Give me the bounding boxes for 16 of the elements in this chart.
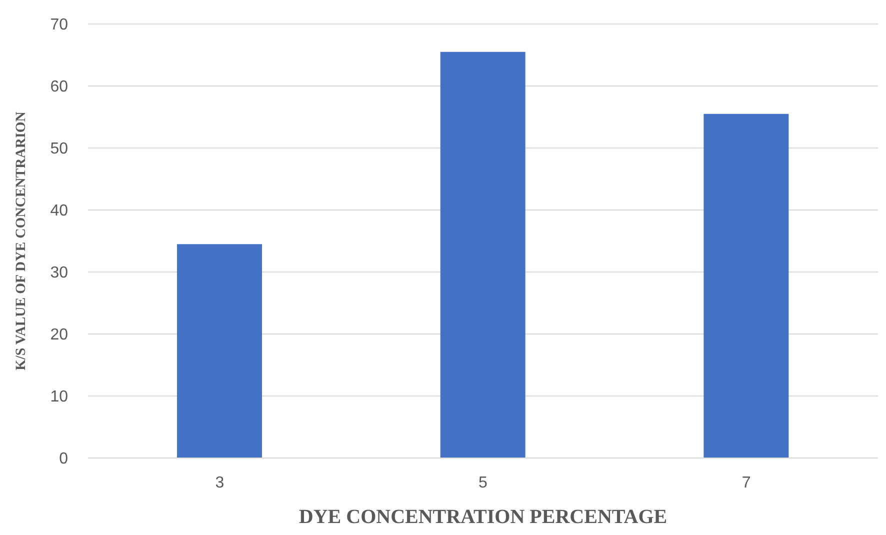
y-tick-label: 10: [50, 388, 68, 406]
y-tick-label: 0: [59, 450, 68, 468]
bar: [704, 114, 789, 458]
y-tick-label: 30: [50, 264, 68, 282]
x-tick-label: 7: [742, 474, 751, 492]
y-tick-label: 60: [50, 78, 68, 96]
y-tick-label: 20: [50, 326, 68, 344]
y-tick-label: 40: [50, 202, 68, 220]
bar: [177, 244, 262, 458]
x-axis-title: DYE CONCENTRATION PERCENTAGE: [298, 506, 668, 528]
bar: [440, 52, 526, 458]
y-tick-label: 50: [50, 140, 68, 158]
y-tick-label: 70: [50, 16, 68, 34]
x-tick-label: 3: [215, 474, 224, 492]
x-tick-label: 5: [478, 474, 488, 492]
y-axis-title: K/S VALUE OF DYE CONCENTRARION: [14, 112, 29, 370]
